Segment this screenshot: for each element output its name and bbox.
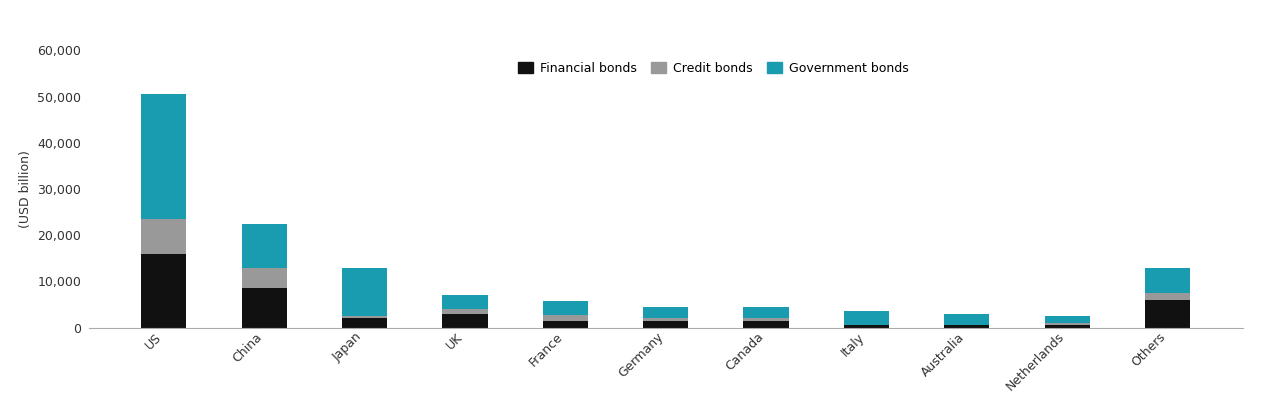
- Bar: [543, 321, 588, 328]
- Bar: [945, 314, 989, 325]
- Bar: [543, 315, 588, 321]
- Bar: [342, 268, 387, 316]
- Bar: [743, 321, 789, 328]
- Bar: [643, 321, 689, 328]
- Bar: [1145, 293, 1191, 300]
- Bar: [643, 318, 689, 321]
- Legend: Financial bonds, Credit bonds, Government bonds: Financial bonds, Credit bonds, Governmen…: [514, 57, 913, 80]
- Bar: [1045, 316, 1089, 323]
- Bar: [141, 219, 186, 254]
- Bar: [844, 325, 889, 328]
- Bar: [342, 316, 387, 318]
- Bar: [342, 318, 387, 328]
- Bar: [242, 288, 287, 328]
- Bar: [643, 307, 689, 318]
- Bar: [1145, 300, 1191, 328]
- Bar: [443, 295, 487, 309]
- Bar: [141, 94, 186, 219]
- Bar: [543, 301, 588, 315]
- Y-axis label: (USD billion): (USD billion): [19, 150, 32, 228]
- Bar: [242, 268, 287, 288]
- Bar: [743, 318, 789, 321]
- Bar: [443, 309, 487, 314]
- Bar: [1145, 268, 1191, 293]
- Bar: [1045, 325, 1089, 328]
- Bar: [1045, 323, 1089, 325]
- Bar: [743, 307, 789, 318]
- Bar: [242, 223, 287, 268]
- Bar: [945, 325, 989, 328]
- Bar: [844, 312, 889, 325]
- Bar: [443, 314, 487, 328]
- Bar: [141, 254, 186, 328]
